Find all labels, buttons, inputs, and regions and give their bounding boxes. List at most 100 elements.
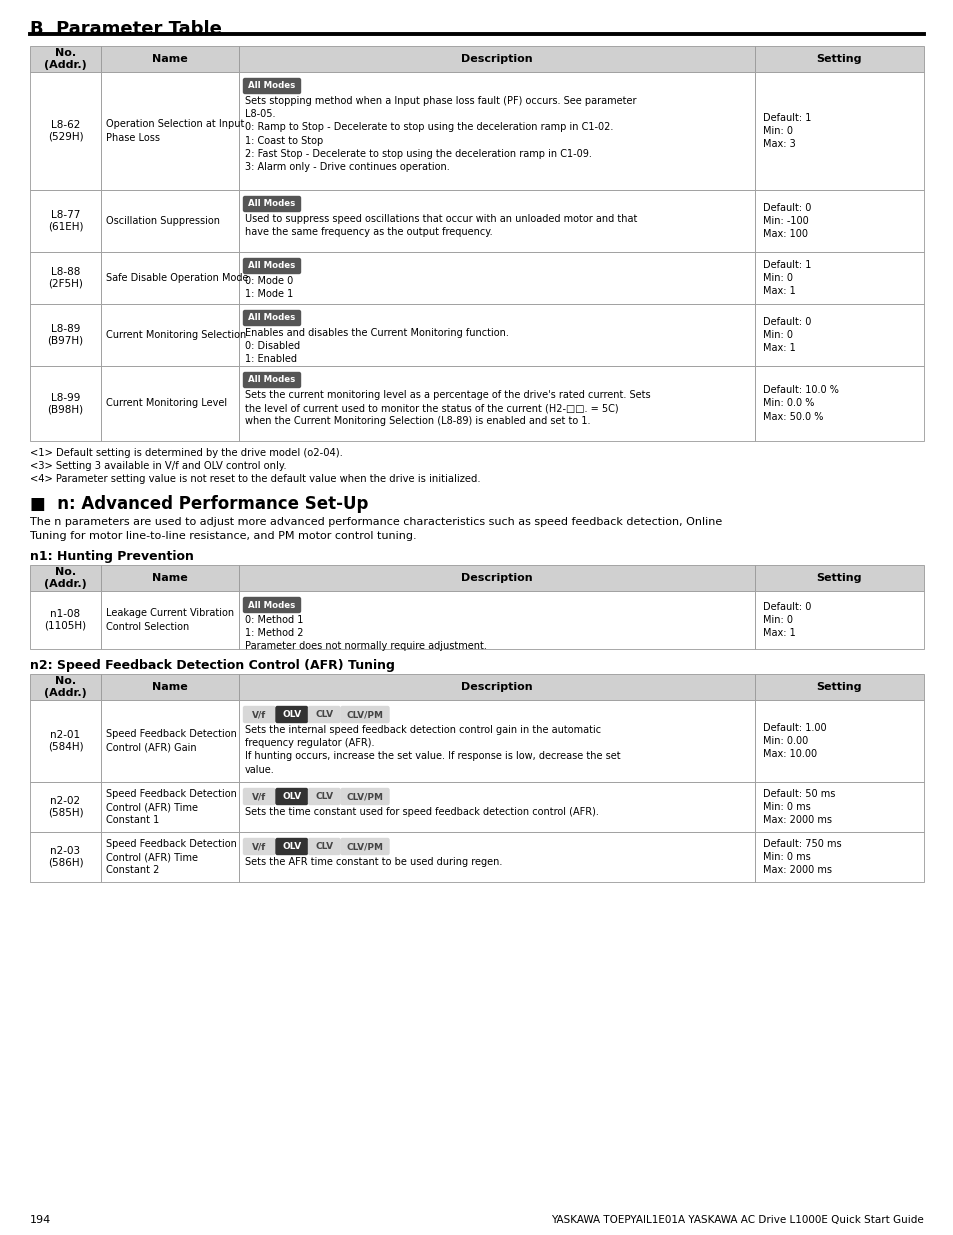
Text: OLV: OLV [282, 710, 301, 719]
Text: L8-89
(B97H): L8-89 (B97H) [48, 325, 84, 346]
Text: Sets stopping method when a Input phase loss fault (PF) occurs. See parameter
L8: Sets stopping method when a Input phase … [245, 96, 636, 172]
Text: n2-02
(585H): n2-02 (585H) [48, 797, 83, 818]
Text: All Modes: All Modes [248, 600, 295, 610]
Bar [101, 304, 239, 366]
Bar [30, 782, 101, 832]
FancyBboxPatch shape [243, 706, 274, 722]
FancyBboxPatch shape [243, 373, 300, 388]
FancyBboxPatch shape [243, 839, 274, 855]
Text: Description: Description [460, 573, 533, 583]
Bar [754, 366, 923, 441]
Bar [101, 832, 239, 882]
Text: Name: Name [152, 573, 188, 583]
Text: YASKAWA TOEPYAIL1E01A YASKAWA AC Drive L1000E Quick Start Guide: YASKAWA TOEPYAIL1E01A YASKAWA AC Drive L… [551, 1215, 923, 1225]
Bar [239, 366, 754, 441]
FancyBboxPatch shape [243, 788, 274, 804]
Text: L8-88
(2F5H): L8-88 (2F5H) [48, 267, 83, 289]
Bar [101, 564, 239, 592]
Bar [754, 564, 923, 592]
Text: B  Parameter Table: B Parameter Table [30, 20, 222, 38]
Text: OLV: OLV [282, 792, 301, 802]
Text: Sets the internal speed feedback detection control gain in the automatic
frequen: Sets the internal speed feedback detecti… [245, 725, 620, 774]
Text: 0: Mode 0
1: Mode 1: 0: Mode 0 1: Mode 1 [245, 275, 293, 299]
Bar [30, 674, 101, 700]
Text: Setting: Setting [816, 54, 862, 64]
FancyBboxPatch shape [308, 788, 339, 804]
Bar [101, 190, 239, 252]
Text: Setting: Setting [816, 573, 862, 583]
Bar [754, 72, 923, 190]
Text: All Modes: All Modes [248, 375, 295, 384]
Text: No.
(Addr.): No. (Addr.) [44, 48, 87, 70]
Text: <1> Default setting is determined by the drive model (o2-04).: <1> Default setting is determined by the… [30, 448, 342, 458]
Text: Name: Name [152, 682, 188, 692]
Text: Enables and disables the Current Monitoring function.
0: Disabled
1: Enabled: Enables and disables the Current Monitor… [245, 329, 508, 364]
Bar [239, 700, 754, 782]
Bar [239, 304, 754, 366]
Text: Default: 0
Min: 0
Max: 1: Default: 0 Min: 0 Max: 1 [762, 601, 810, 638]
Bar [30, 72, 101, 190]
Bar [30, 304, 101, 366]
Bar [30, 190, 101, 252]
Text: Default: 750 ms
Min: 0 ms
Max: 2000 ms: Default: 750 ms Min: 0 ms Max: 2000 ms [762, 839, 841, 876]
Text: Default: 10.0 %
Min: 0.0 %
Max: 50.0 %: Default: 10.0 % Min: 0.0 % Max: 50.0 % [762, 385, 838, 421]
Bar [239, 72, 754, 190]
Bar [239, 564, 754, 592]
FancyBboxPatch shape [243, 79, 300, 94]
Text: Used to suppress speed oscillations that occur with an unloaded motor and that
h: Used to suppress speed oscillations that… [245, 214, 637, 237]
Bar [754, 782, 923, 832]
Text: 0: Method 1
1: Method 2
Parameter does not normally require adjustment.: 0: Method 1 1: Method 2 Parameter does n… [245, 615, 486, 651]
Text: Default: 0
Min: 0
Max: 1: Default: 0 Min: 0 Max: 1 [762, 317, 810, 353]
Text: Name: Name [152, 54, 188, 64]
Text: <3> Setting 3 available in V/f and OLV control only.: <3> Setting 3 available in V/f and OLV c… [30, 461, 286, 471]
Text: All Modes: All Modes [248, 314, 295, 322]
Text: V/f: V/f [252, 842, 266, 851]
Bar [239, 674, 754, 700]
Text: 194: 194 [30, 1215, 51, 1225]
Text: Operation Selection at Input
Phase Loss: Operation Selection at Input Phase Loss [106, 120, 244, 142]
Bar [239, 782, 754, 832]
Bar [754, 674, 923, 700]
Bar [101, 782, 239, 832]
Text: Description: Description [460, 54, 533, 64]
Bar [30, 366, 101, 441]
Text: n1: Hunting Prevention: n1: Hunting Prevention [30, 550, 193, 563]
Text: n2: Speed Feedback Detection Control (AFR) Tuning: n2: Speed Feedback Detection Control (AF… [30, 659, 395, 672]
Text: Default: 1
Min: 0
Max: 1: Default: 1 Min: 0 Max: 1 [762, 259, 810, 296]
FancyBboxPatch shape [308, 706, 339, 722]
Text: ■  n: Advanced Performance Set-Up: ■ n: Advanced Performance Set-Up [30, 495, 368, 513]
Text: All Modes: All Modes [248, 262, 295, 270]
Text: V/f: V/f [252, 710, 266, 719]
Text: All Modes: All Modes [248, 82, 295, 90]
FancyBboxPatch shape [340, 788, 389, 804]
Text: Current Monitoring Level: Current Monitoring Level [106, 399, 227, 409]
Text: No.
(Addr.): No. (Addr.) [44, 677, 87, 698]
Bar [754, 592, 923, 650]
Text: Current Monitoring Selection: Current Monitoring Selection [106, 330, 246, 340]
Text: L8-77
(61EH): L8-77 (61EH) [48, 210, 83, 232]
Text: All Modes: All Modes [248, 200, 295, 209]
Bar [239, 252, 754, 304]
Text: Oscillation Suppression: Oscillation Suppression [106, 216, 220, 226]
Text: Speed Feedback Detection
Control (AFR) Gain: Speed Feedback Detection Control (AFR) G… [106, 730, 236, 752]
Bar [239, 592, 754, 650]
Text: Default: 50 ms
Min: 0 ms
Max: 2000 ms: Default: 50 ms Min: 0 ms Max: 2000 ms [762, 789, 835, 825]
FancyBboxPatch shape [275, 839, 307, 855]
Text: Tuning for motor line-to-line resistance, and PM motor control tuning.: Tuning for motor line-to-line resistance… [30, 531, 416, 541]
Bar [30, 700, 101, 782]
Text: Speed Feedback Detection
Control (AFR) Time
Constant 1: Speed Feedback Detection Control (AFR) T… [106, 789, 236, 825]
Bar [30, 46, 101, 72]
Text: Sets the AFR time constant to be used during regen.: Sets the AFR time constant to be used du… [245, 857, 502, 867]
Bar [754, 304, 923, 366]
Text: V/f: V/f [252, 792, 266, 802]
Text: CLV/PM: CLV/PM [346, 842, 383, 851]
Bar [754, 46, 923, 72]
Bar [101, 46, 239, 72]
Text: OLV: OLV [282, 842, 301, 851]
Bar [30, 592, 101, 650]
Text: Default: 1
Min: 0
Max: 3: Default: 1 Min: 0 Max: 3 [762, 112, 810, 149]
Text: Safe Disable Operation Mode: Safe Disable Operation Mode [106, 273, 248, 283]
Bar [239, 46, 754, 72]
Text: Leakage Current Vibration
Control Selection: Leakage Current Vibration Control Select… [106, 609, 233, 631]
FancyBboxPatch shape [275, 788, 307, 804]
